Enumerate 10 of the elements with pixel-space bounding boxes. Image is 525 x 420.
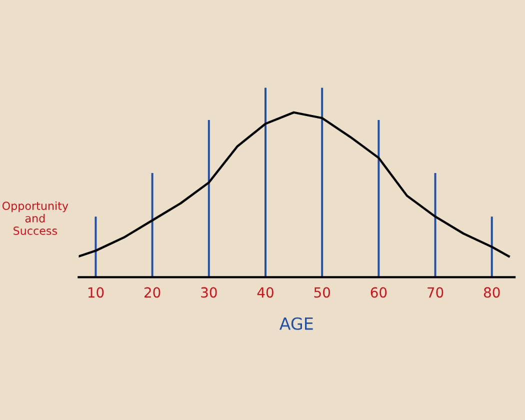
x-tick-label: 30 xyxy=(201,287,217,298)
x-axis-title: AGE xyxy=(279,317,313,330)
x-tick-label: 20 xyxy=(144,287,160,298)
x-tick-label: 80 xyxy=(484,287,500,298)
x-tick-label: 10 xyxy=(88,287,104,298)
y-axis-title: Opportunity and Success xyxy=(2,201,68,235)
x-tick-label: 40 xyxy=(257,287,274,298)
x-tick-label: 60 xyxy=(370,287,387,298)
x-tick-label: 70 xyxy=(428,287,444,298)
x-tick-label: 50 xyxy=(314,287,330,298)
